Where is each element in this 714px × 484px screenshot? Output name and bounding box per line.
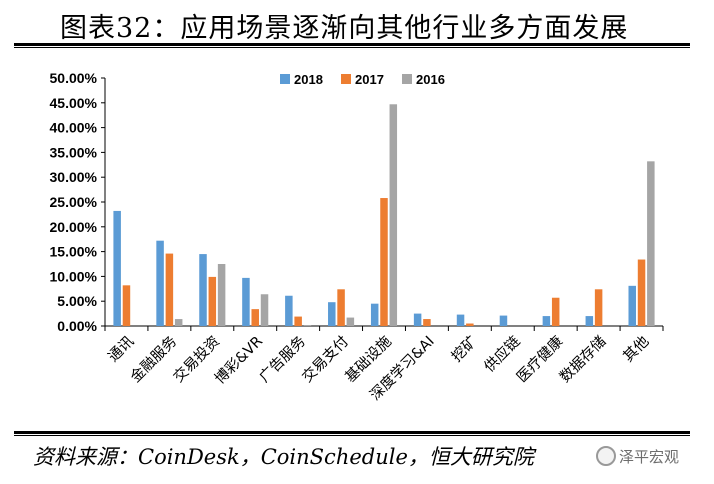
x-tick-label: 交易支付 [298,332,352,386]
x-tick-label: 博彩&VR [211,333,266,388]
bar-2017 [551,297,560,326]
y-tick-label: 10.00% [50,268,98,284]
y-tick-label: 25.00% [50,194,98,210]
bar-2018 [285,295,293,326]
x-tick-label: 数据存储 [556,333,609,386]
bottom-rule [14,431,690,434]
bar-2017 [122,285,131,326]
bar-2016 [303,325,312,326]
y-tick-label: 30.00% [50,169,98,185]
legend-label: 2016 [416,72,445,87]
bar-2018 [328,302,336,326]
x-tick-label: 其他 [620,333,653,366]
bar-2016 [647,161,655,326]
x-tick-label: 金融服务 [127,333,180,386]
bar-2018 [156,240,164,326]
bar-2016 [260,294,269,326]
chart-legend: 2018 2017 2016 [280,72,445,87]
bar-2018 [628,285,636,326]
bar-2016 [346,317,355,326]
y-tick-label: 45.00% [50,95,98,111]
x-tick-label: 通讯 [105,332,138,365]
bar-2018 [585,316,594,326]
y-tick-label: 50.00% [50,70,98,86]
watermark: 泽平宏观 [596,446,679,467]
x-tick-label: 挖矿 [448,333,481,366]
bar-2018 [456,314,465,326]
bar-2018 [242,277,250,326]
chart-axes: 0.00% 5.00% 10.00% 15.00% 20.00% 25.00% 30.00%… [50,70,664,404]
bar-2017 [466,323,474,326]
bar-2017 [294,316,302,326]
chart-bars [113,104,655,327]
top-rule-thin [14,47,690,48]
bottom-rule-thin [14,435,690,436]
legend-label: 2017 [355,72,384,87]
y-tick-label: 20.00% [50,219,98,235]
source-note: 资料来源：CoinDesk，CoinSchedule，恒大研究院 [33,445,534,469]
bar-2016 [174,319,183,326]
bar-chart: 0.00% 5.00% 10.00% 15.00% 20.00% 25.00% 30.00%… [50,70,664,404]
legend-swatch-2016 [402,74,412,84]
bar-2017 [637,259,646,326]
bar-2016 [217,264,226,326]
bar-2016 [389,104,398,327]
y-tick-label: 35.00% [50,144,98,160]
y-tick-label: 5.00% [57,293,97,309]
bar-2018 [413,313,422,326]
bar-2017 [165,253,174,326]
bar-2017 [337,289,345,326]
bar-2018 [542,316,551,326]
bar-2018 [199,254,207,326]
y-tick-label: 0.00% [57,318,97,334]
legend-swatch-2017 [341,74,351,84]
bar-2017 [380,198,388,326]
x-tick-label: 广告服务 [256,333,309,386]
x-tick-label: 供应链 [480,332,524,376]
legend-swatch-2018 [280,74,290,84]
watermark-text: 泽平宏观 [619,448,680,466]
x-tick-label: 医疗健康 [513,333,566,386]
y-tick-label: 40.00% [50,120,98,136]
bar-2018 [113,210,121,326]
y-tick-label: 15.00% [50,244,98,260]
legend-label: 2018 [294,72,323,87]
bar-2017 [423,319,431,326]
bar-2017 [208,276,217,326]
bar-2017 [594,289,603,326]
top-rule [14,43,690,46]
bar-2018 [370,303,379,326]
wechat-logo-icon [596,446,616,466]
chart-title: 图表32：应用场景逐渐向其他行业多方面发展 [60,13,629,44]
bar-2017 [251,309,259,326]
bar-2018 [499,315,508,326]
